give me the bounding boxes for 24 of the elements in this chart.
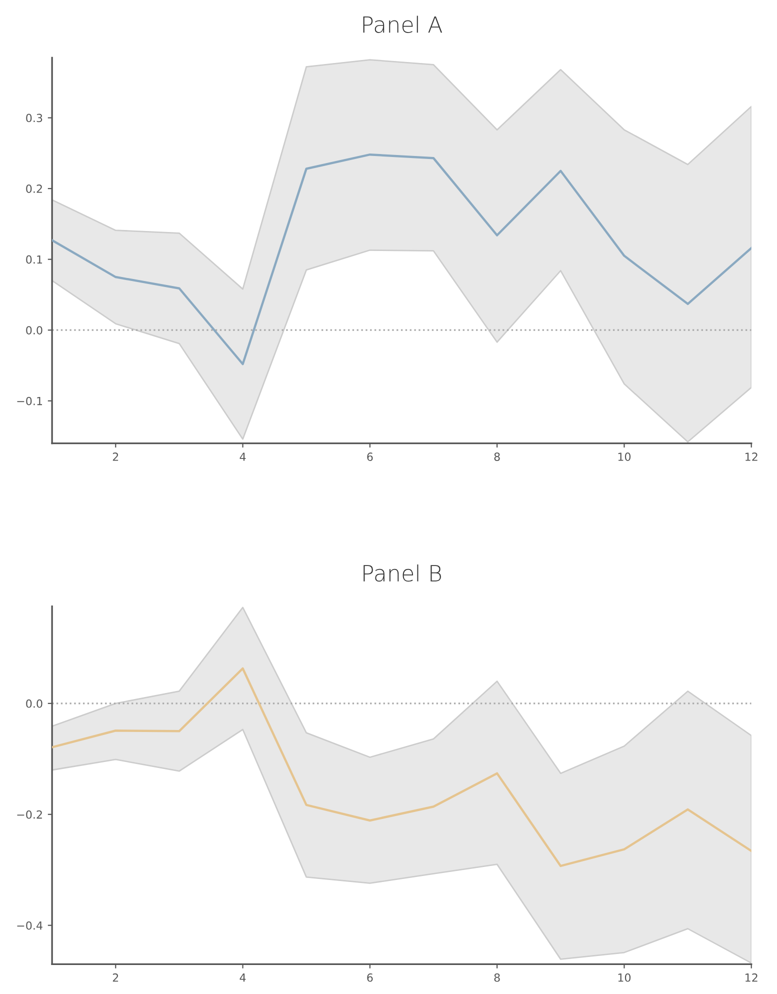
x-tick-label: 12 <box>746 973 758 982</box>
line-series <box>52 153 752 366</box>
chart-title: Panel B <box>364 564 441 582</box>
y-tick-label: 0.1 <box>26 255 42 264</box>
y-tick-label: −0.2 <box>17 810 42 819</box>
x-tick-label: 10 <box>618 973 631 982</box>
y-tick-label: 0.0 <box>26 326 42 334</box>
x-tick-label: 6 <box>367 452 373 461</box>
y-tick-label: 0.0 <box>26 699 42 708</box>
y-tick-label: 0.2 <box>26 184 42 193</box>
y-tick-label: −0.4 <box>17 921 42 930</box>
x-tick-label: 2 <box>112 452 118 461</box>
chart-title: Panel A <box>363 16 442 33</box>
x-tick-label: 12 <box>746 452 758 461</box>
y-tick-label: −0.1 <box>17 396 42 406</box>
x-tick-label: 6 <box>367 973 373 982</box>
y-tick-label: 0.3 <box>26 114 42 122</box>
x-tick-label: 4 <box>240 452 246 461</box>
line-series <box>52 667 752 868</box>
x-tick-label: 2 <box>112 973 118 982</box>
x-tick-label: 10 <box>618 452 631 461</box>
x-tick-label: 8 <box>494 452 500 461</box>
x-tick-label: 4 <box>240 974 246 982</box>
x-tick-label: 8 <box>494 973 500 982</box>
